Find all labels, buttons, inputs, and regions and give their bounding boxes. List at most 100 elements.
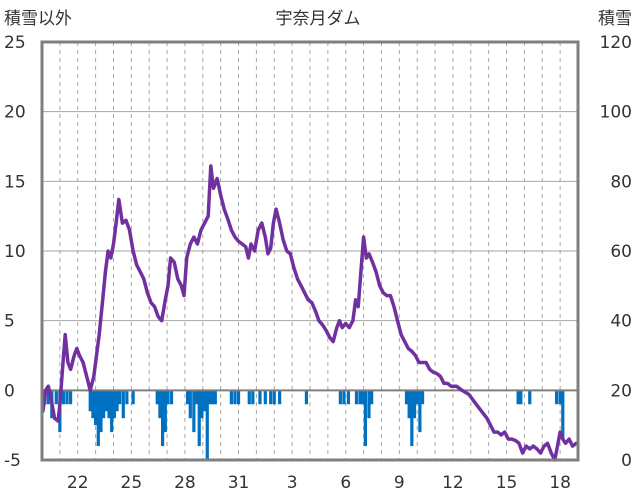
bar (54, 390, 58, 405)
x-tick-label: 22 (67, 473, 89, 493)
left-tick-label: 20 (4, 103, 26, 123)
bar (420, 390, 425, 405)
right-tick-label: 40 (610, 312, 632, 332)
bar (554, 390, 559, 405)
bar (110, 390, 114, 433)
bar (107, 390, 111, 419)
x-tick-label: 25 (121, 473, 143, 493)
right-tick-label: 0 (621, 451, 632, 471)
bar (112, 390, 116, 419)
bar (161, 390, 165, 447)
bar (278, 390, 282, 405)
bar (370, 390, 374, 405)
bar (304, 390, 309, 405)
bar (102, 390, 106, 419)
bar (200, 390, 204, 419)
bar (251, 390, 255, 405)
bar (205, 390, 209, 460)
bar (519, 390, 523, 405)
x-tick-label: 9 (394, 473, 405, 493)
bar (263, 390, 267, 405)
plot-frame (40, 40, 580, 462)
bar (192, 390, 196, 433)
bar (354, 390, 359, 405)
bar (94, 390, 98, 426)
bar (208, 390, 212, 405)
bar (358, 390, 362, 405)
bar (558, 390, 562, 405)
bar (118, 390, 122, 405)
bar (561, 390, 565, 440)
right-tick-label: 20 (610, 381, 632, 401)
left-tick-label: 5 (4, 312, 15, 332)
x-tick-label: 15 (496, 473, 518, 493)
bar (155, 390, 159, 405)
left-axis-tick-labels: -5 0 5 10 15 20 25 (4, 33, 26, 471)
bar (213, 390, 217, 405)
bar (247, 390, 251, 405)
left-tick-label: 25 (4, 33, 26, 53)
bar (99, 390, 103, 433)
bar (346, 390, 351, 405)
bar (229, 390, 233, 405)
bar (363, 390, 367, 447)
x-tick-label: 31 (228, 473, 250, 493)
bar (516, 390, 520, 405)
bar-series (43, 390, 565, 460)
bar (415, 390, 419, 405)
bar (272, 390, 276, 405)
bar (233, 390, 237, 405)
bar (121, 390, 125, 419)
right-tick-label: 120 (600, 33, 632, 53)
x-tick-label: 6 (340, 473, 351, 493)
bar (258, 390, 262, 405)
left-tick-label: 15 (4, 172, 26, 192)
bar (166, 390, 170, 405)
bar (194, 390, 199, 405)
bar (269, 390, 273, 405)
right-tick-label: 100 (600, 103, 632, 123)
bar (407, 390, 411, 419)
bar (104, 390, 108, 412)
bar (342, 390, 346, 405)
bar (91, 390, 95, 419)
bar (46, 390, 50, 405)
bar (338, 390, 342, 405)
x-tick-label: 3 (287, 473, 298, 493)
bar (528, 390, 532, 405)
right-tick-label: 60 (610, 242, 632, 262)
bar (169, 390, 174, 405)
bar (211, 390, 215, 405)
x-tick-label: 18 (549, 473, 571, 493)
bar (115, 390, 119, 412)
x-tick-label: 12 (442, 473, 464, 493)
bar (158, 390, 162, 419)
bar (404, 390, 409, 405)
bar (197, 390, 201, 447)
bar (236, 390, 241, 405)
chart-title: 宇奈月ダム (276, 9, 361, 29)
bar (61, 390, 66, 405)
bar (186, 390, 190, 405)
line-series (41, 164, 578, 462)
bar (410, 390, 414, 447)
left-axis-title: 積雪以外 (4, 9, 72, 29)
left-tick-label: 0 (4, 381, 15, 401)
left-tick-label: -5 (4, 451, 21, 471)
bar (125, 390, 129, 405)
bar (163, 390, 167, 433)
right-tick-label: 80 (610, 172, 632, 192)
bar (202, 390, 207, 412)
x-axis-tick-labels: 22 25 28 31 3 6 9 12 15 18 (67, 473, 571, 493)
left-tick-label: 10 (4, 242, 26, 262)
bar (367, 390, 371, 419)
bar (96, 390, 100, 447)
bar (412, 390, 417, 419)
right-axis-title: 積雪 (598, 9, 632, 29)
bar (188, 390, 192, 419)
bar (65, 390, 69, 405)
right-axis-tick-labels: 0 20 40 60 80 100 120 (600, 33, 632, 471)
bar (88, 390, 92, 412)
bar (131, 390, 135, 405)
